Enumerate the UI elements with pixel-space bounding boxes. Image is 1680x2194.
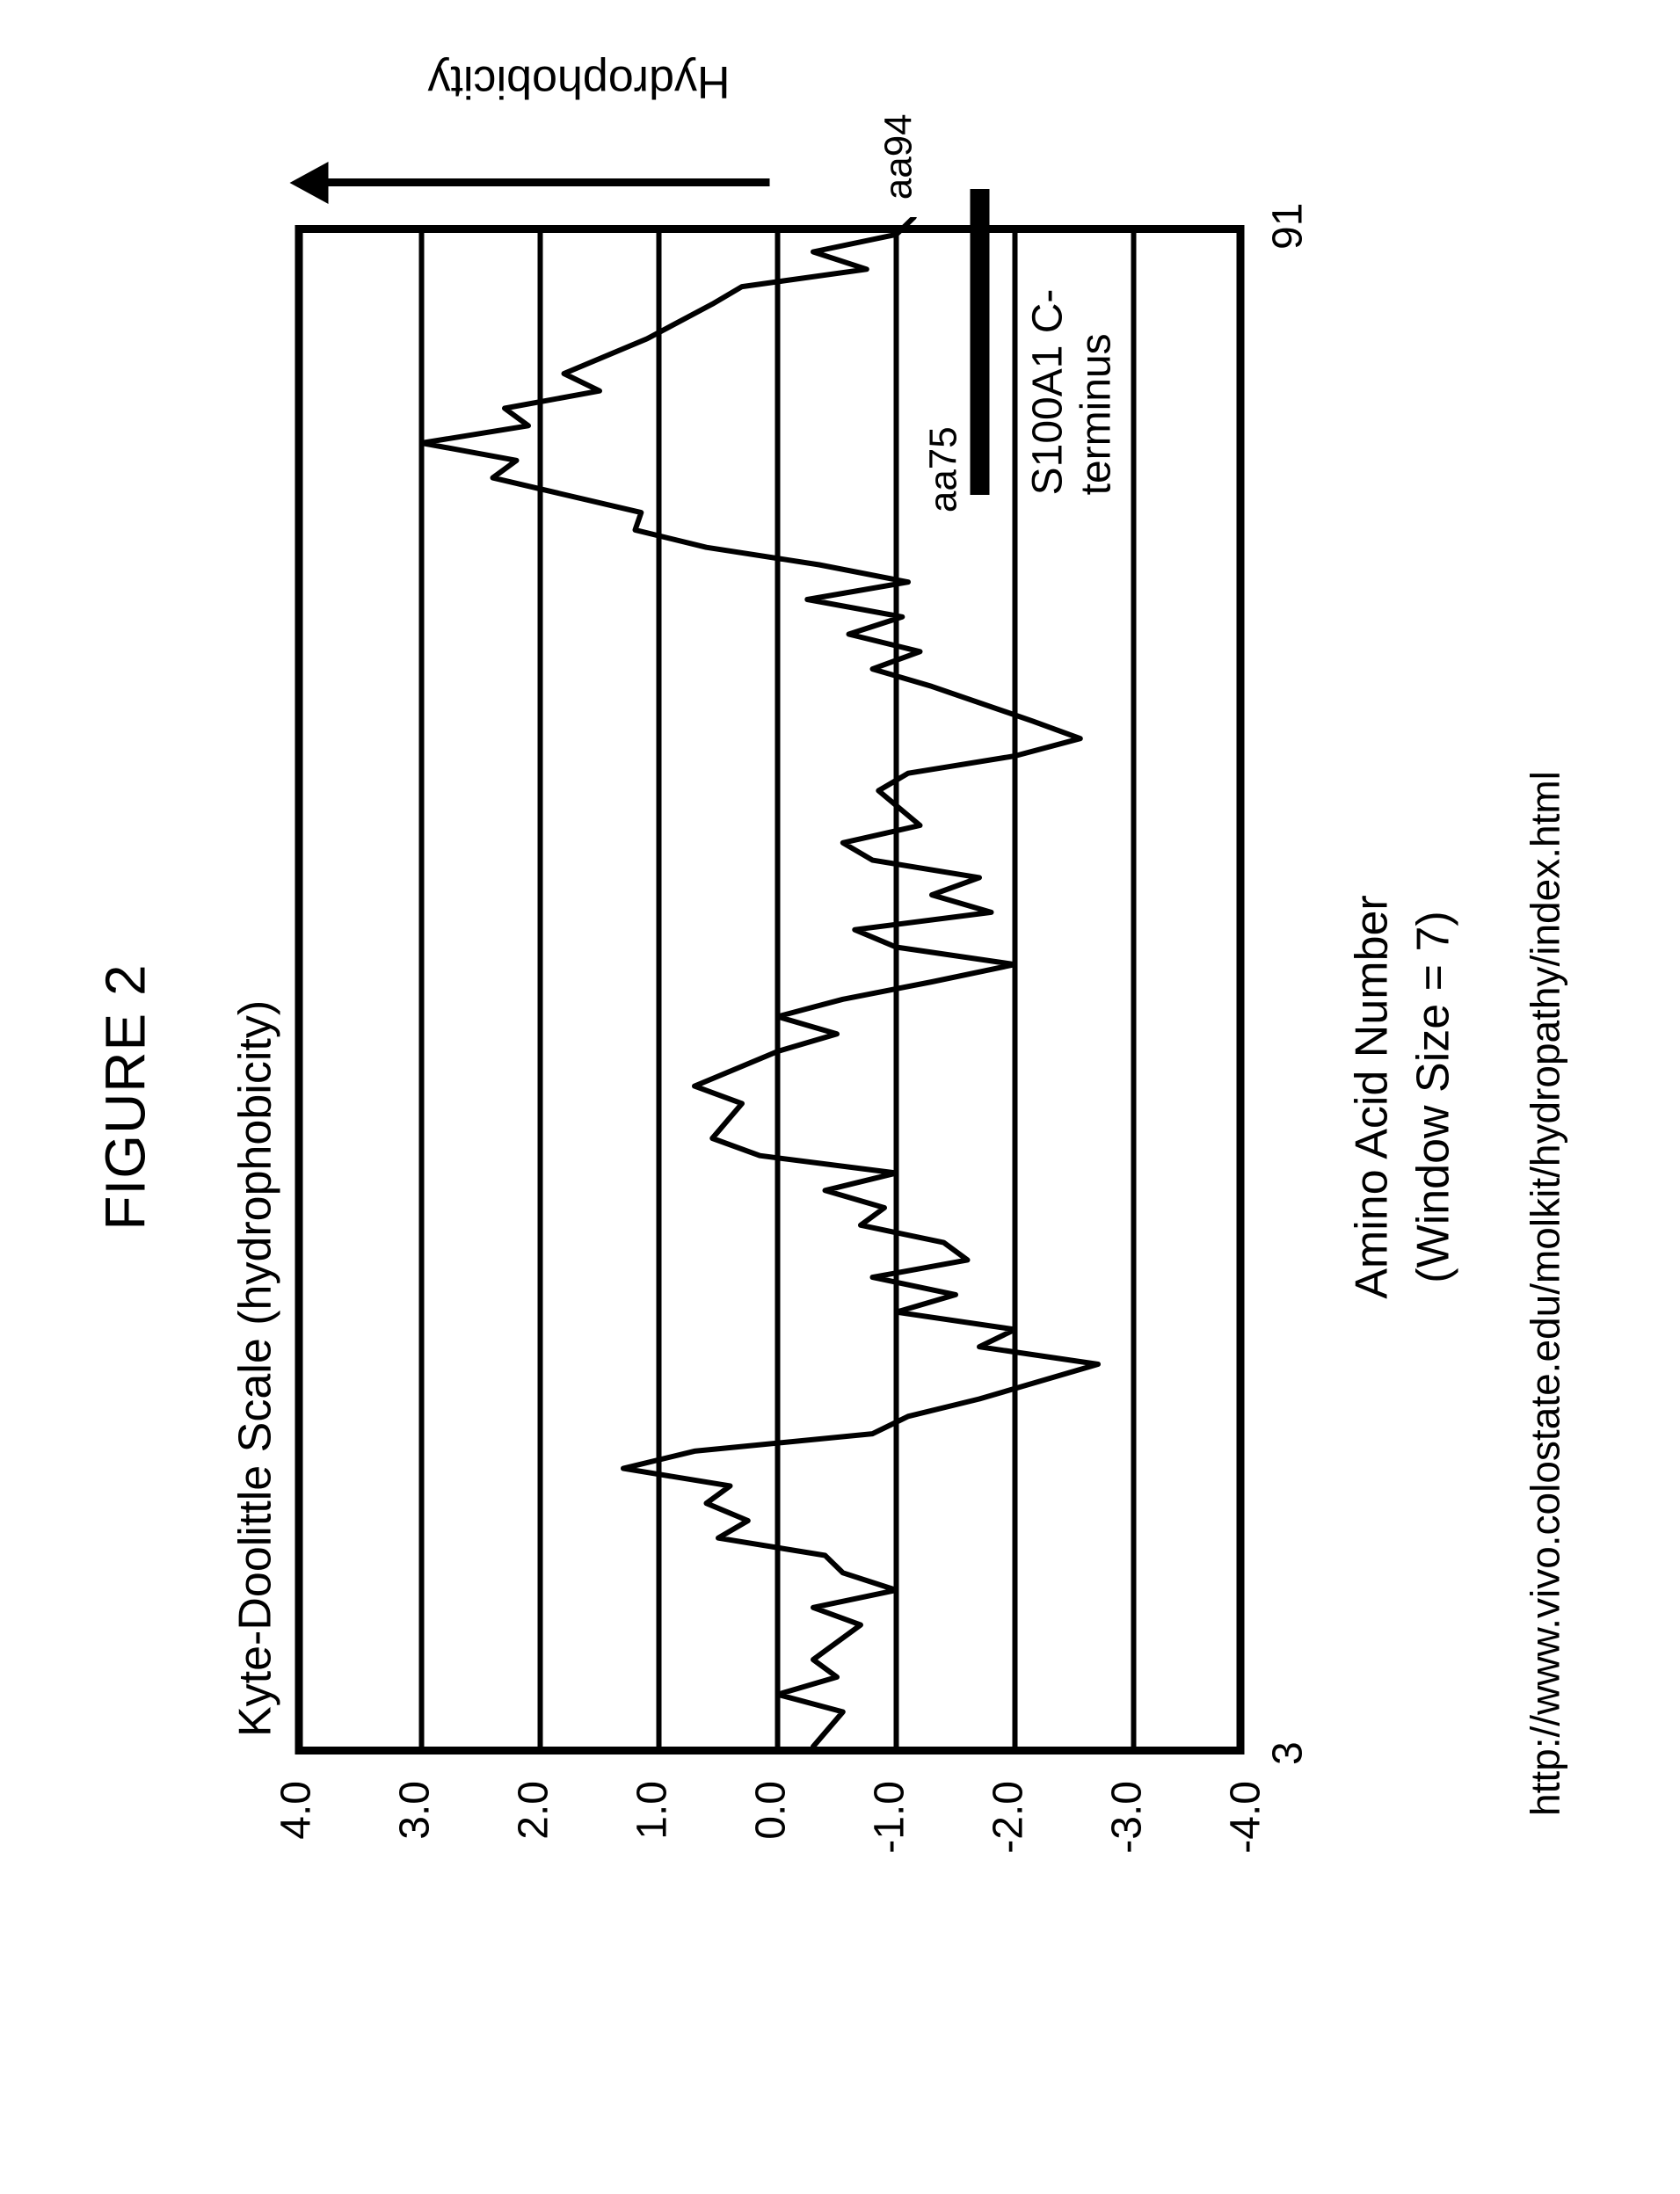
y-tick-label: 1.0 [628, 1781, 676, 1974]
x-axis-sublabel: (Window Size = 7) [1407, 0, 1459, 2194]
gridline [1012, 233, 1017, 1747]
gridline [537, 233, 542, 1747]
arrow-label: Hydrophobicity [427, 55, 730, 108]
gridline [893, 233, 898, 1747]
y-tick-label: 4.0 [272, 1781, 320, 1974]
y-tick-label: -2.0 [984, 1781, 1032, 1974]
gridline [418, 233, 424, 1747]
chart-title: Kyte-Doolittle Scale (hydrophobicity) [229, 1000, 281, 1737]
y-tick-label: -4.0 [1221, 1781, 1269, 1974]
annotation-c-terminus: S100A1 C-terminus [1023, 233, 1120, 495]
y-tick-label: 0.0 [746, 1781, 795, 1974]
page: FIGURE 2 Kyte-Doolittle Scale (hydrophob… [0, 0, 1680, 2194]
y-tick-label: 2.0 [509, 1781, 557, 1974]
c-terminus-bar [970, 189, 989, 495]
y-tick-label: -1.0 [865, 1781, 913, 1974]
x-axis-label: Amino Acid Number [1345, 0, 1398, 2194]
rotated-figure-container: FIGURE 2 Kyte-Doolittle Scale (hydrophob… [0, 0, 1680, 2194]
y-tick-label: -3.0 [1102, 1781, 1151, 1974]
y-tick-label: 3.0 [390, 1781, 439, 1974]
arrow-head-icon [289, 162, 328, 204]
gridline [1131, 233, 1136, 1747]
annotation-aa75: aa75 [921, 426, 965, 512]
x-tick-label: 3 [1263, 1741, 1312, 1765]
figure-label: FIGURE 2 [92, 0, 157, 2194]
source-url-text: http://www.vivo.colostate.edu/molkit/hyd… [1521, 771, 1568, 1816]
annotation-aa94: aa94 [876, 113, 920, 200]
gridline [775, 233, 780, 1747]
plot-area: aa75 aa94 S100A1 C-terminus [295, 225, 1244, 1754]
gridline [656, 233, 661, 1747]
arrow-line [321, 178, 769, 186]
x-tick-label: 91 [1263, 203, 1312, 250]
